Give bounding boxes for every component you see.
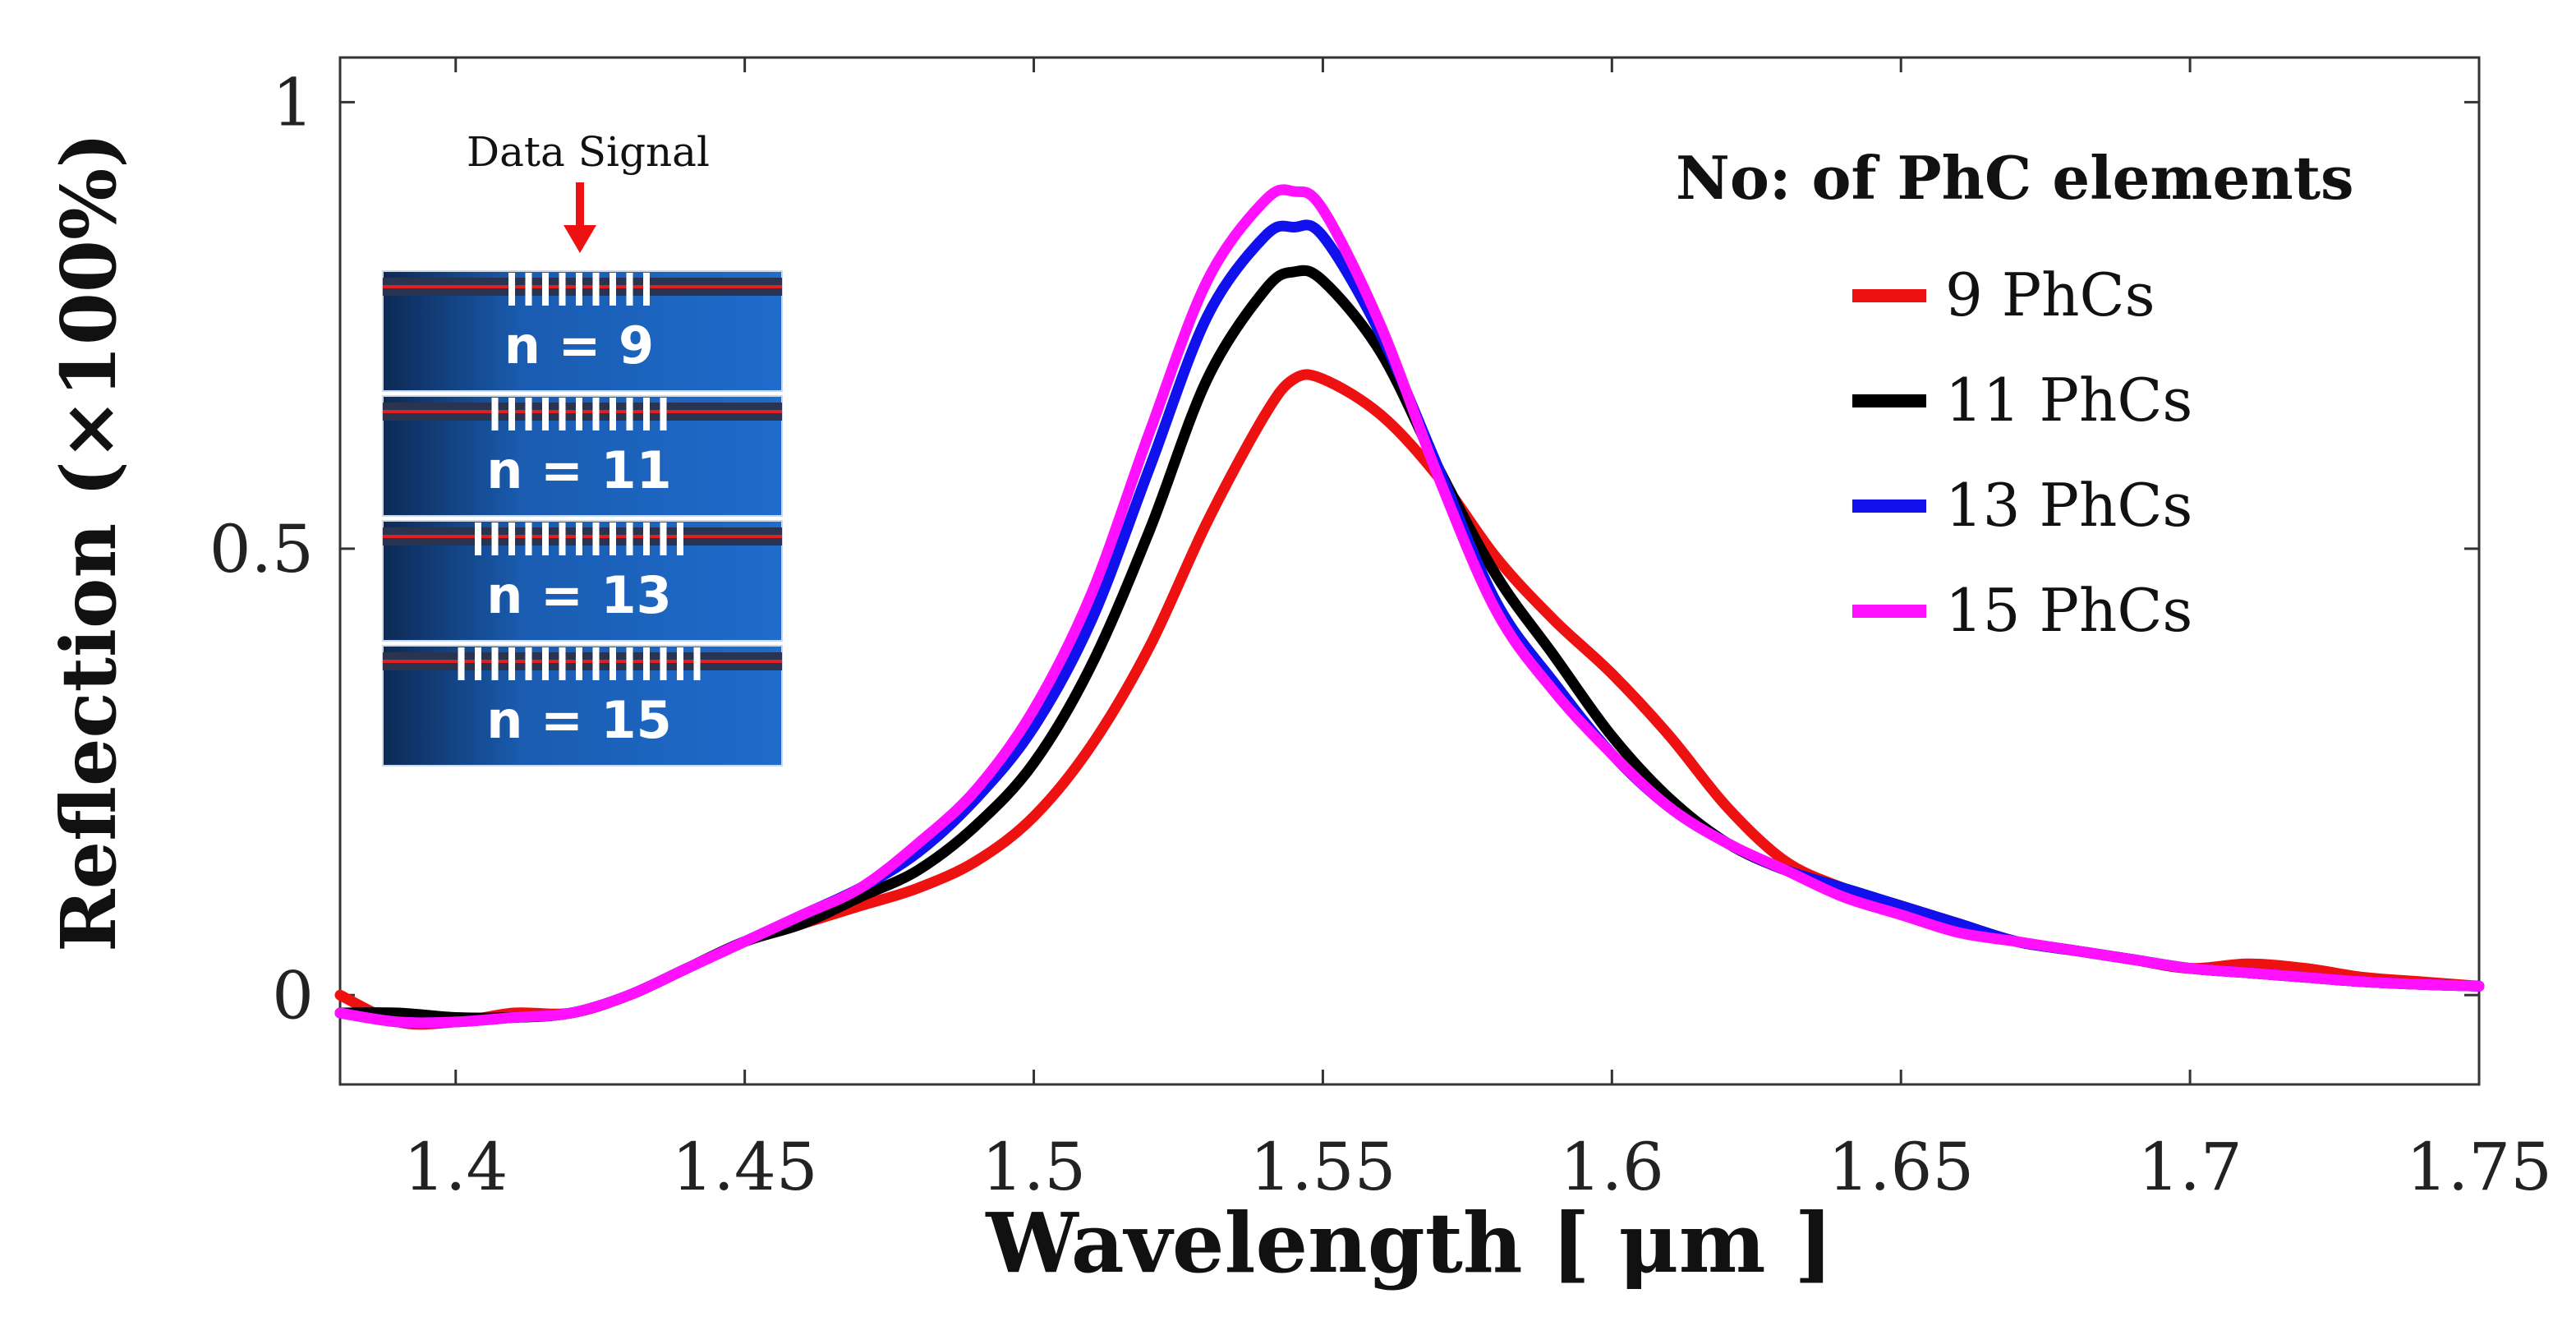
phc-element	[576, 522, 582, 555]
data-signal-arrow-icon	[564, 182, 596, 253]
phc-element	[559, 398, 566, 430]
series-line-4	[334, 184, 2485, 1029]
phc-element	[626, 398, 633, 430]
x-tick-label: 1.45	[672, 1129, 818, 1205]
phc-element	[508, 647, 515, 680]
phc-element	[610, 398, 616, 430]
phc-element	[525, 273, 532, 306]
x-tick-label: 1.55	[1249, 1129, 1396, 1205]
y-axis-title: Reflection (×100%)	[44, 132, 133, 952]
phc-element	[626, 647, 633, 680]
legend-label: 9 PhCs	[1945, 260, 2155, 329]
inset-panel-label: n = 15	[486, 690, 672, 750]
inset-panel: n = 15	[382, 645, 783, 766]
inset-panel: n = 13	[382, 520, 783, 642]
phc-element	[643, 398, 650, 430]
phc-element	[525, 398, 532, 430]
legend: No: of PhC elements 9 PhCs 11 PhCs 13 PhCs…	[1676, 143, 2354, 645]
x-axis-title: Wavelength [ μm ]	[985, 1195, 1833, 1291]
x-tick-label: 1.6	[1560, 1129, 1664, 1205]
inset-schematic: Data Signal n = 9 n = 11 n = 13 n = 15	[382, 128, 783, 766]
legend-entries: 9 PhCs 11 PhCs 13 PhCs 15 PhCs	[1852, 260, 2192, 645]
y-tick-label: 0.5	[209, 511, 314, 587]
inset-panels: n = 9 n = 11 n = 13 n = 15	[382, 270, 783, 766]
phc-element	[491, 647, 499, 680]
phc-element	[475, 647, 481, 680]
phc-element	[610, 522, 616, 555]
phc-element	[660, 647, 667, 680]
phc-element	[475, 522, 481, 555]
phc-element	[559, 647, 566, 680]
plot-frame	[338, 56, 2481, 1086]
phc-element	[610, 273, 616, 306]
phc-element	[643, 522, 650, 555]
phc-element	[592, 647, 600, 680]
phc-element	[660, 522, 667, 555]
x-tick-label: 1.75	[2406, 1129, 2552, 1205]
inset-panel-label: n = 9	[504, 315, 654, 375]
phc-element	[626, 273, 633, 306]
phc-element	[491, 398, 499, 430]
inset-panel: n = 11	[382, 395, 783, 517]
phc-element	[542, 647, 549, 680]
phc-element	[508, 398, 515, 430]
phc-element	[525, 647, 532, 680]
x-tick-label: 1.65	[1828, 1129, 1974, 1205]
inset-panel: n = 9	[382, 270, 783, 392]
legend-label: 11 PhCs	[1945, 366, 2192, 435]
phc-element	[643, 273, 650, 306]
series-layer	[334, 184, 2485, 1030]
x-tick-label: 1.4	[403, 1129, 508, 1205]
legend-label: 13 PhCs	[1945, 471, 2192, 540]
phc-element	[559, 273, 566, 306]
phc-element	[592, 273, 600, 306]
inset-caption: Data Signal	[467, 128, 710, 176]
axis-ticks: 1.4 1.45 1.5 1.55 1.6 1.65 1.7 1.75 0 0.5 1	[209, 58, 2552, 1205]
phc-element	[576, 398, 582, 430]
legend-title: No: of PhC elements	[1676, 143, 2354, 213]
phc-element	[660, 398, 667, 430]
y-tick-label: 0	[272, 957, 314, 1033]
phc-element	[677, 522, 683, 555]
phc-element	[508, 522, 515, 555]
inset-panel-label: n = 13	[486, 565, 672, 625]
y-tick-label: 1	[272, 64, 314, 140]
phc-element	[643, 647, 650, 680]
phc-element	[542, 273, 549, 306]
phc-element	[677, 647, 683, 680]
phc-element	[491, 522, 499, 555]
phc-element	[576, 273, 582, 306]
x-tick-label: 1.7	[2137, 1129, 2242, 1205]
phc-element	[626, 522, 633, 555]
inset-panel-label: n = 11	[486, 440, 672, 500]
phc-element	[542, 522, 549, 555]
legend-label: 15 PhCs	[1945, 576, 2192, 645]
phc-element	[525, 522, 532, 555]
phc-element	[458, 647, 465, 680]
phc-element	[576, 647, 582, 680]
phc-element	[592, 398, 600, 430]
phc-element	[610, 647, 616, 680]
phc-element	[693, 647, 701, 680]
x-tick-label: 1.5	[982, 1129, 1086, 1205]
phc-element	[559, 522, 566, 555]
phc-element	[508, 273, 515, 306]
phc-element	[592, 522, 600, 555]
phc-element	[542, 398, 549, 430]
